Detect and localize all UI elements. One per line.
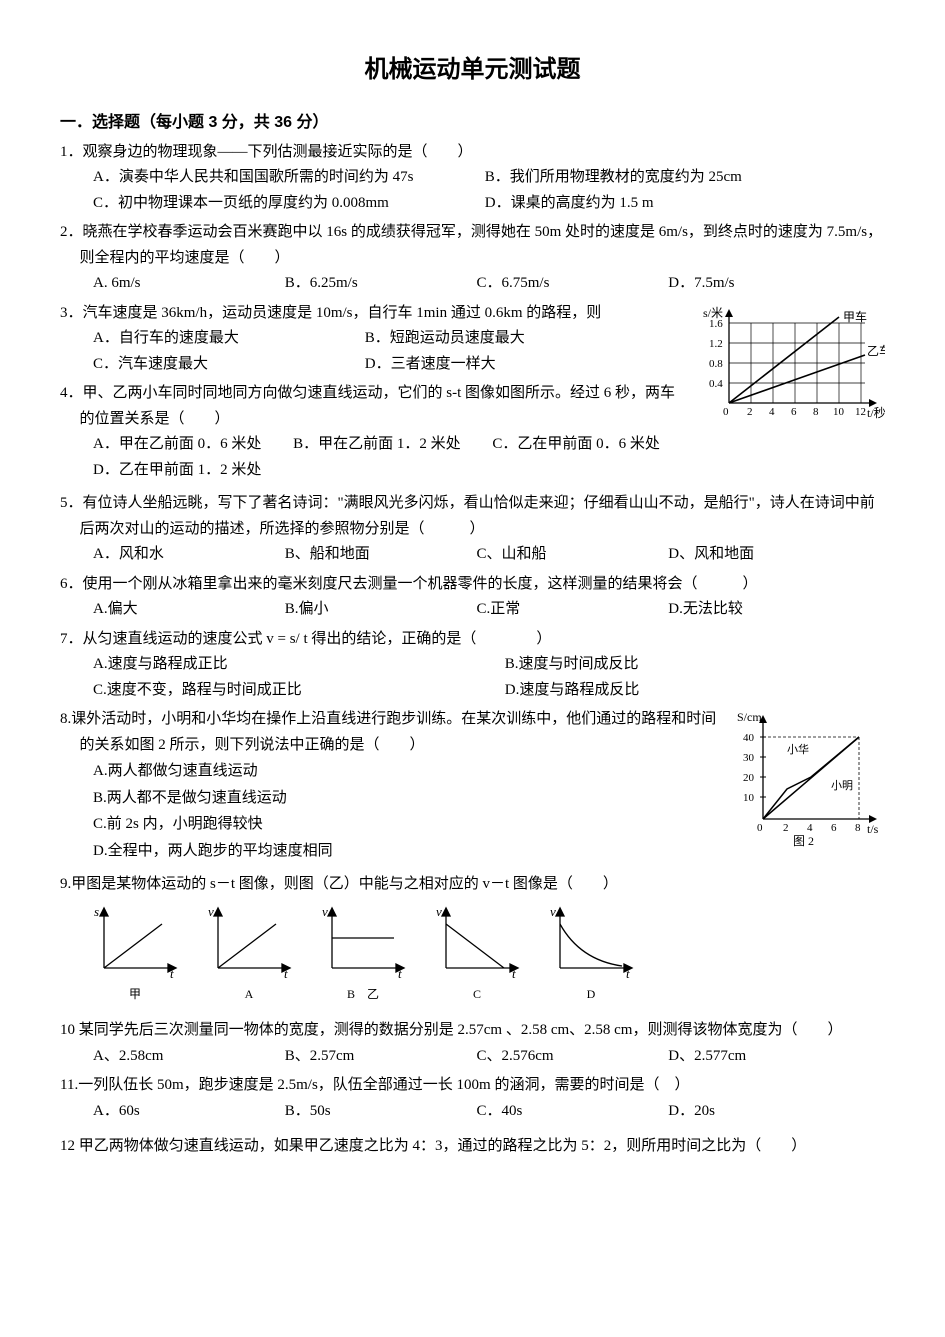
q2-opt-c: C．6.75m/s [477, 271, 637, 297]
question-6: 6．使用一个刚从冰箱里拿出来的毫米刻度尺去测量一个机器零件的长度，这样测量的结果… [60, 572, 885, 623]
q2-opt-d: D．7.5m/s [668, 271, 828, 297]
q6-opt-c: C.正常 [477, 597, 637, 623]
q4-opt-d: D．乙在甲前面 1．2 米处 [93, 458, 261, 484]
q9-label-yi: 乙 [367, 987, 379, 1001]
question-1: 1．观察身边的物理现象——下列估测最接近实际的是（ ） A．演奏中华人民共和国国… [60, 140, 885, 217]
question-9: 9.甲图是某物体运动的 s－t 图像，则图（乙）中能与之相对应的 v－t 图像是… [60, 872, 885, 1008]
q7-opt-b: B.速度与时间成反比 [505, 652, 639, 678]
question-5: 5．有位诗人坐船远眺，写下了著名诗词："满眼风光多闪烁，看山恰似走来迎；仔细看山… [60, 491, 885, 568]
q6-opt-d: D.无法比较 [668, 597, 828, 623]
q9-label-b: B [347, 987, 355, 1001]
question-7: 7．从匀速直线运动的速度公式 v = s/ t 得出的结论，正确的是（ ） A.… [60, 627, 885, 704]
page-title: 机械运动单元测试题 [60, 50, 885, 91]
q9-label-jia: 甲 [90, 984, 180, 1004]
q11-opt-d: D．20s [668, 1099, 828, 1125]
q7-opt-c: C.速度不变，路程与时间成正比 [93, 678, 473, 704]
q1-opt-d: D．课桌的高度约为 1.5 m [485, 191, 845, 217]
q10-opt-d: D、2.577cm [668, 1044, 828, 1070]
question-11: 11.一列队伍长 50m，跑步速度是 2.5m/s，队伍全部通过一长 100m … [60, 1073, 885, 1124]
q9-label-a: A [204, 984, 294, 1004]
q1-opt-b: B．我们所用物理教材的宽度约为 25cm [485, 165, 845, 191]
q2-opt-a: A. 6m/s [93, 271, 253, 297]
q3-opt-d: D．三者速度一样大 [365, 352, 496, 378]
q10-opt-c: C、2.576cm [477, 1044, 637, 1070]
q5-opt-a: A．风和水 [93, 542, 253, 568]
q12-stem: 12 甲乙两物体做匀速直线运动，如果甲乙速度之比为 4：3，通过的路程之比为 5… [60, 1134, 885, 1160]
question-4: 4．甲、乙两小车同时同地同方向做匀速直线运动，它们的 s-t 图像如图所示。经过… [60, 381, 885, 483]
q6-stem: 6．使用一个刚从冰箱里拿出来的毫米刻度尺去测量一个机器零件的长度，这样测量的结果… [60, 572, 885, 598]
svg-text:v: v [550, 904, 556, 919]
q8-stem: 8.课外活动时，小明和小华均在操作上沿直线进行跑步训练。在某次训练中，他们通过的… [60, 707, 885, 758]
q6-opt-a: A.偏大 [93, 597, 253, 623]
question-3: 3．汽车速度是 36km/h，运动员速度是 10m/s，自行车 1min 通过 … [60, 301, 885, 378]
q11-opt-a: A．60s [93, 1099, 253, 1125]
question-8: 8.课外活动时，小明和小华均在操作上沿直线进行跑步训练。在某次训练中，他们通过的… [60, 707, 885, 864]
q5-opt-c: C、山和船 [477, 542, 637, 568]
q9-label-c: C [432, 984, 522, 1004]
q7-stem: 7．从匀速直线运动的速度公式 v = s/ t 得出的结论，正确的是（ ） [60, 627, 885, 653]
svg-text:v: v [436, 904, 442, 919]
q10-opt-a: A、2.58cm [93, 1044, 253, 1070]
q8-opt-d: D.全程中，两人跑步的平均速度相同 [93, 839, 885, 865]
q2-stem: 2．晓燕在学校春季运动会百米赛跑中以 16s 的成绩获得冠军，测得她在 50m … [60, 220, 885, 271]
svg-text:t: t [284, 966, 288, 981]
q3-opt-b: B．短跑运动员速度最大 [365, 326, 525, 352]
svg-text:t: t [512, 966, 516, 981]
q7-opt-a: A.速度与路程成正比 [93, 652, 473, 678]
q1-stem: 1．观察身边的物理现象——下列估测最接近实际的是（ ） [60, 140, 885, 166]
q3-stem: 3．汽车速度是 36km/h，运动员速度是 10m/s，自行车 1min 通过 … [60, 301, 885, 327]
q8-opt-a: A.两人都做匀速直线运动 [93, 759, 885, 785]
q4-stem: 4．甲、乙两小车同时同地同方向做匀速直线运动，它们的 s-t 图像如图所示。经过… [60, 381, 885, 432]
q4-opt-c: C．乙在甲前面 0．6 米处 [492, 432, 660, 458]
q5-opt-d: D、风和地面 [668, 542, 828, 568]
q3-opt-c: C．汽车速度最大 [93, 352, 333, 378]
q11-opt-c: C．40s [477, 1099, 637, 1125]
q4-opt-a: A．甲在乙前面 0．6 米处 [93, 432, 261, 458]
q4-opt-b: B．甲在乙前面 1．2 米处 [293, 432, 461, 458]
q1-opt-a: A．演奏中华人民共和国国歌所需的时间约为 47s [93, 165, 453, 191]
q11-opt-b: B．50s [285, 1099, 445, 1125]
q7-opt-d: D.速度与路程成反比 [505, 678, 640, 704]
q8-opt-c: C.前 2s 内，小明跑得较快 [93, 812, 885, 838]
figure-q9: s t 甲 v t A v t B 乙 [60, 898, 885, 1008]
svg-text:v: v [322, 904, 328, 919]
svg-text:s: s [94, 904, 99, 919]
q9-stem: 9.甲图是某物体运动的 s－t 图像，则图（乙）中能与之相对应的 v－t 图像是… [60, 872, 885, 898]
q10-stem: 10 某同学先后三次测量同一物体的宽度，测得的数据分别是 2.57cm 、2.5… [60, 1018, 885, 1044]
question-2: 2．晓燕在学校春季运动会百米赛跑中以 16s 的成绩获得冠军，测得她在 50m … [60, 220, 885, 297]
svg-text:t: t [398, 966, 402, 981]
q2-opt-b: B．6.25m/s [285, 271, 445, 297]
q10-opt-b: B、2.57cm [285, 1044, 445, 1070]
q11-stem: 11.一列队伍长 50m，跑步速度是 2.5m/s，队伍全部通过一长 100m … [60, 1073, 885, 1099]
q9-label-d: D [546, 984, 636, 1004]
svg-text:v: v [208, 904, 214, 919]
q8-opt-b: B.两人都不是做匀速直线运动 [93, 786, 885, 812]
q1-opt-c: C．初中物理课本一页纸的厚度约为 0.008mm [93, 191, 453, 217]
q5-opt-b: B、船和地面 [285, 542, 445, 568]
question-12: 12 甲乙两物体做匀速直线运动，如果甲乙速度之比为 4：3，通过的路程之比为 5… [60, 1134, 885, 1160]
svg-text:t: t [170, 966, 174, 981]
q6-opt-b: B.偏小 [285, 597, 445, 623]
q5-stem: 5．有位诗人坐船远眺，写下了著名诗词："满眼风光多闪烁，看山恰似走来迎；仔细看山… [60, 491, 885, 542]
q3-opt-a: A．自行车的速度最大 [93, 326, 333, 352]
svg-text:t: t [626, 966, 630, 981]
question-10: 10 某同学先后三次测量同一物体的宽度，测得的数据分别是 2.57cm 、2.5… [60, 1018, 885, 1069]
section-heading: 一．选择题（每小题 3 分，共 36 分） [60, 109, 885, 136]
